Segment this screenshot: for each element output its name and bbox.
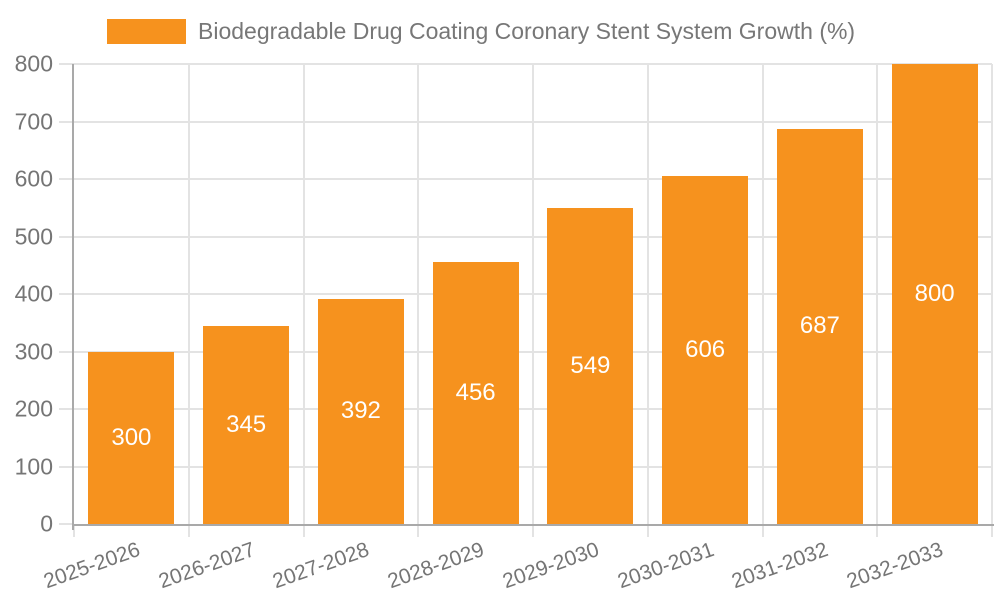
legend-swatch-icon bbox=[107, 19, 186, 44]
x-axis-line bbox=[72, 524, 994, 526]
y-axis-tick bbox=[59, 63, 74, 65]
x-axis-tick bbox=[187, 524, 190, 537]
plot-area: 0 100 200 300 400 500 600 700 800 300 345 392 456 549… bbox=[15, 51, 994, 593]
y-axis-label: 100 bbox=[14, 453, 53, 479]
bar-value-label: 345 bbox=[226, 410, 267, 438]
x-axis-label: 2030-2031 bbox=[614, 538, 717, 594]
y-axis-line bbox=[72, 64, 74, 530]
x-axis-tick bbox=[991, 524, 993, 537]
x-axis-tick bbox=[646, 524, 649, 537]
y-axis-tick bbox=[59, 178, 74, 180]
bar-value-label: 456 bbox=[455, 378, 496, 406]
v-gridline bbox=[302, 64, 305, 524]
y-axis-tick bbox=[59, 465, 74, 468]
y-axis-label: 400 bbox=[14, 280, 53, 307]
x-axis-label: 2028-2029 bbox=[384, 538, 488, 594]
y-axis-label: 0 bbox=[40, 510, 53, 537]
x-axis-tick bbox=[532, 524, 534, 537]
v-gridline bbox=[187, 64, 190, 524]
x-axis-label: 2029-2030 bbox=[499, 538, 603, 594]
x-axis-tick bbox=[876, 524, 879, 537]
bar-value-label: 606 bbox=[685, 335, 726, 363]
bar-value-label: 800 bbox=[914, 280, 955, 307]
x-axis-tick bbox=[302, 524, 305, 537]
x-axis-label: 2027-2028 bbox=[270, 538, 373, 594]
v-gridline bbox=[761, 64, 764, 524]
x-axis-tick bbox=[761, 524, 764, 537]
bar-value-label: 300 bbox=[111, 423, 152, 451]
v-gridline bbox=[532, 64, 534, 524]
y-axis-label: 800 bbox=[14, 50, 53, 77]
bar: 300 bbox=[88, 351, 175, 524]
x-axis-label: 2025-2026 bbox=[40, 538, 144, 594]
bar-value-label: 392 bbox=[340, 397, 381, 425]
bar-value-label: 549 bbox=[570, 352, 611, 380]
x-axis-tick bbox=[417, 524, 420, 537]
y-axis-label: 600 bbox=[14, 165, 53, 192]
v-gridline bbox=[876, 64, 879, 524]
y-axis-tick bbox=[59, 120, 74, 123]
v-gridline bbox=[991, 64, 993, 524]
x-axis-label: 2032-2033 bbox=[843, 538, 947, 594]
bar: 549 bbox=[547, 208, 634, 524]
x-axis-label: 2031-2032 bbox=[729, 538, 832, 594]
bar: 687 bbox=[776, 128, 863, 524]
y-axis-tick bbox=[59, 523, 74, 525]
bar: 606 bbox=[662, 175, 749, 524]
legend-label: Biodegradable Drug Coating Coronary Sten… bbox=[198, 18, 856, 44]
bar: 456 bbox=[432, 261, 519, 524]
y-axis-tick bbox=[59, 293, 74, 295]
y-axis-tick bbox=[59, 350, 74, 353]
x-axis-tick bbox=[73, 524, 75, 537]
bar: 392 bbox=[317, 298, 404, 524]
y-axis-label: 300 bbox=[14, 338, 53, 364]
bar: 800 bbox=[891, 64, 978, 524]
bar-value-label: 687 bbox=[799, 312, 840, 340]
x-axis-label: 2026-2027 bbox=[155, 538, 258, 594]
y-axis-tick bbox=[59, 408, 74, 410]
v-gridline bbox=[646, 64, 649, 524]
bar: 345 bbox=[203, 325, 290, 524]
y-axis-tick bbox=[59, 235, 74, 238]
y-axis-label: 200 bbox=[14, 395, 53, 422]
v-gridline bbox=[417, 64, 420, 524]
y-axis-label: 700 bbox=[14, 108, 53, 134]
y-axis-label: 500 bbox=[14, 223, 53, 249]
legend-item[interactable]: Biodegradable Drug Coating Coronary Sten… bbox=[107, 18, 855, 45]
